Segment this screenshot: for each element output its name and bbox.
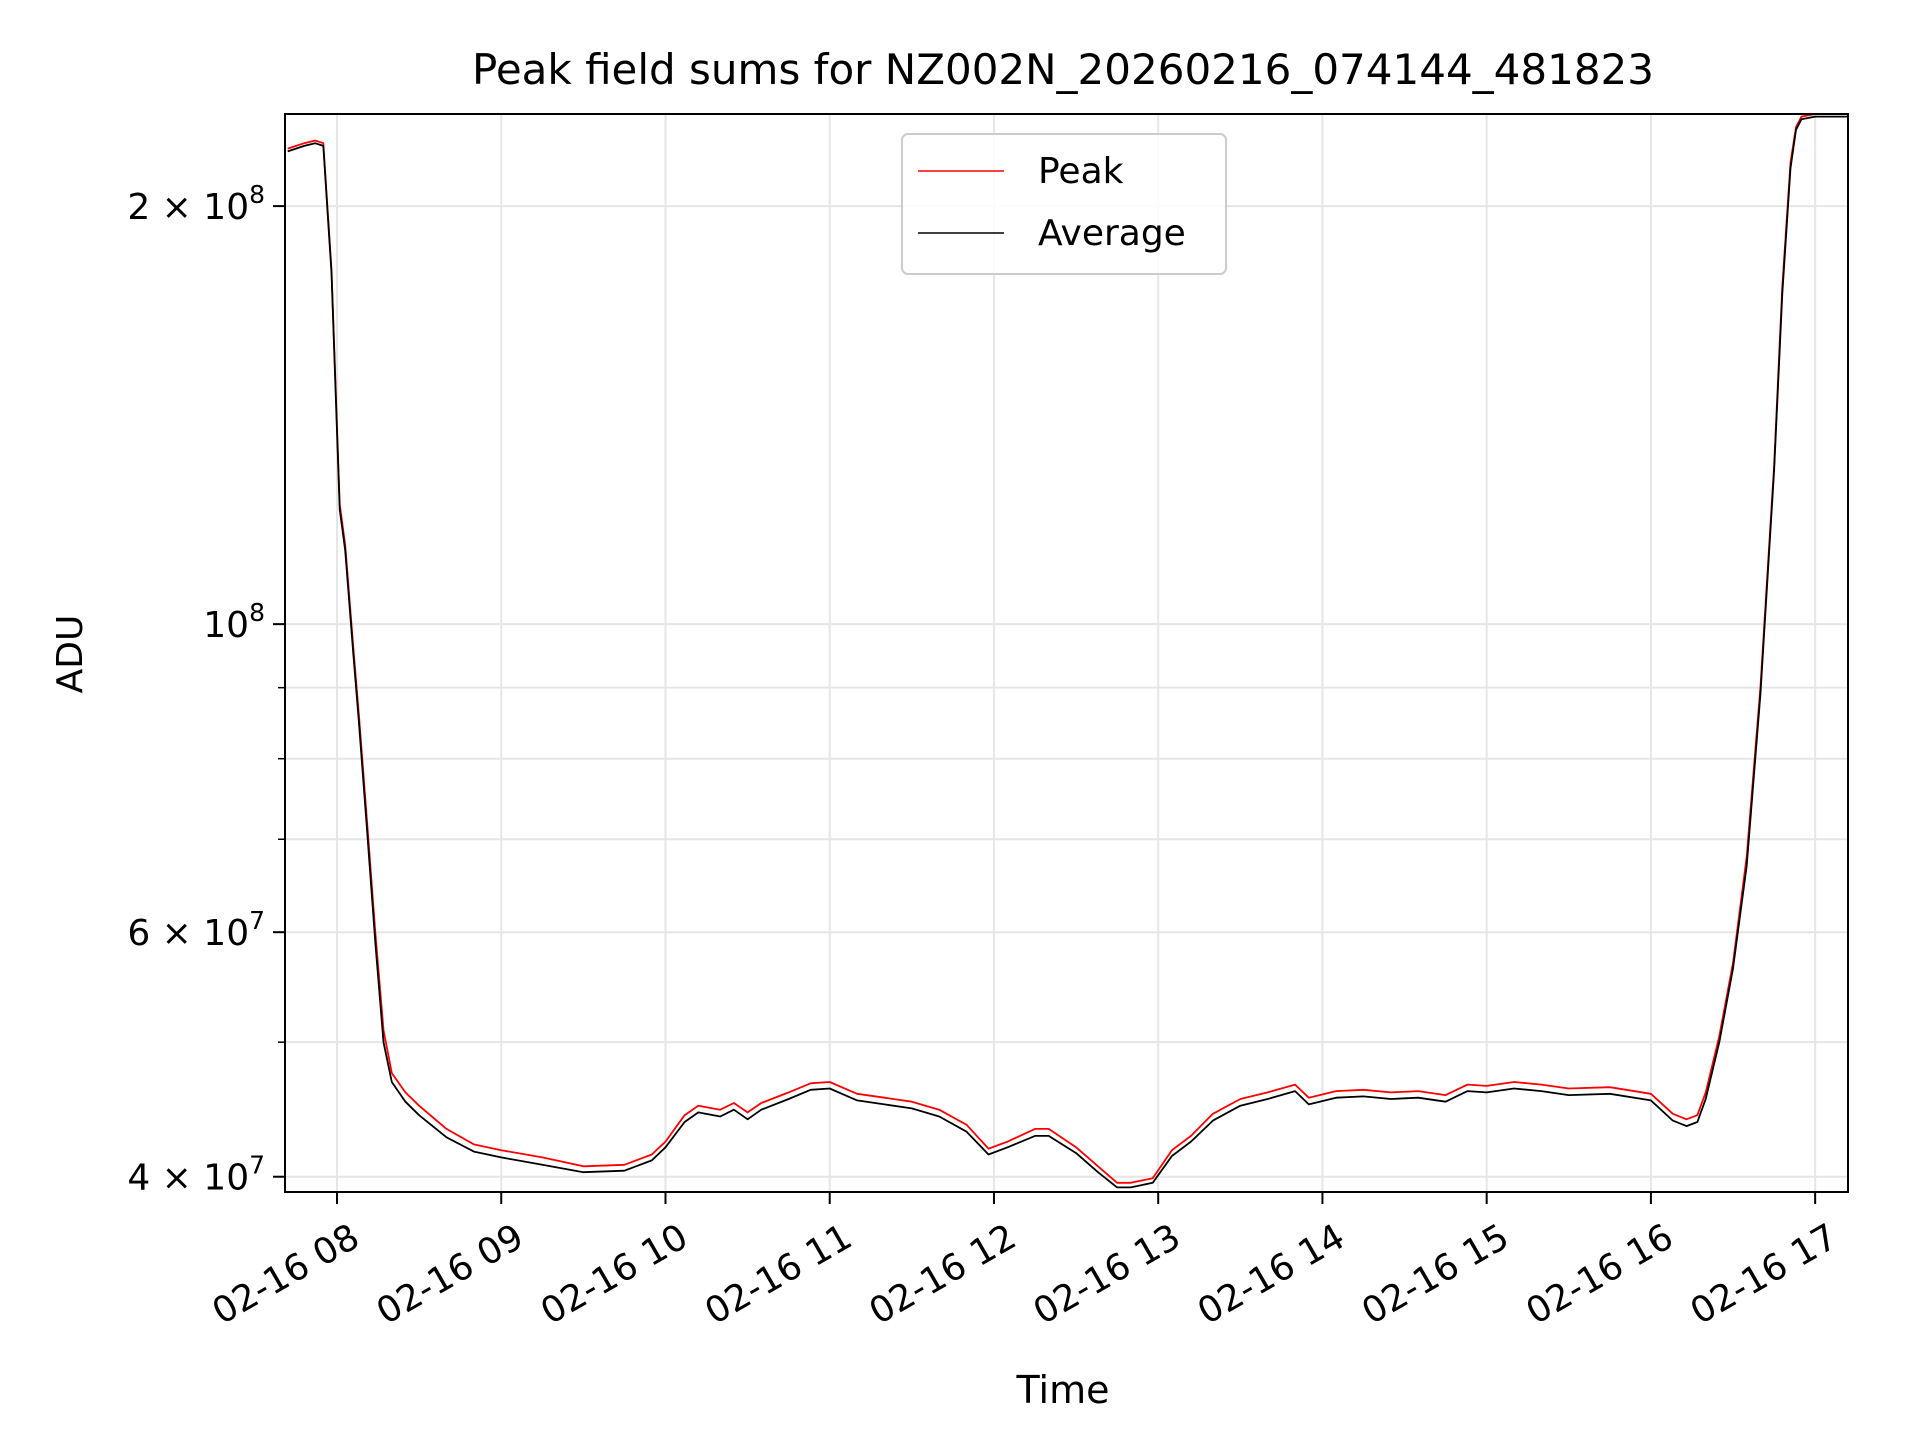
y-axis-label: ADU	[50, 615, 91, 694]
series-line-average	[287, 115, 1848, 1189]
y-tick-label: 2 × 108	[127, 180, 265, 228]
legend-label-average: Average	[1038, 213, 1186, 254]
plot-series	[287, 114, 1848, 1189]
plot-frame	[284, 113, 1849, 1193]
legend-box	[901, 133, 1227, 275]
legend: Peak Average	[901, 133, 1227, 275]
legend-label-peak: Peak	[1038, 151, 1124, 192]
y-tick-label: 108	[203, 598, 265, 646]
x-axis-label: Time	[1016, 1368, 1110, 1412]
y-tick-label: 6 × 107	[127, 906, 265, 954]
chart-title: Peak field sums for NZ002N_20260216_0741…	[472, 45, 1654, 94]
series-line-peak	[287, 114, 1848, 1184]
grid-lines	[285, 114, 1848, 1192]
y-tick-label: 4 × 107	[127, 1151, 265, 1199]
y-axis: 4 × 107 6 × 107 108 2 × 108	[127, 180, 285, 1199]
